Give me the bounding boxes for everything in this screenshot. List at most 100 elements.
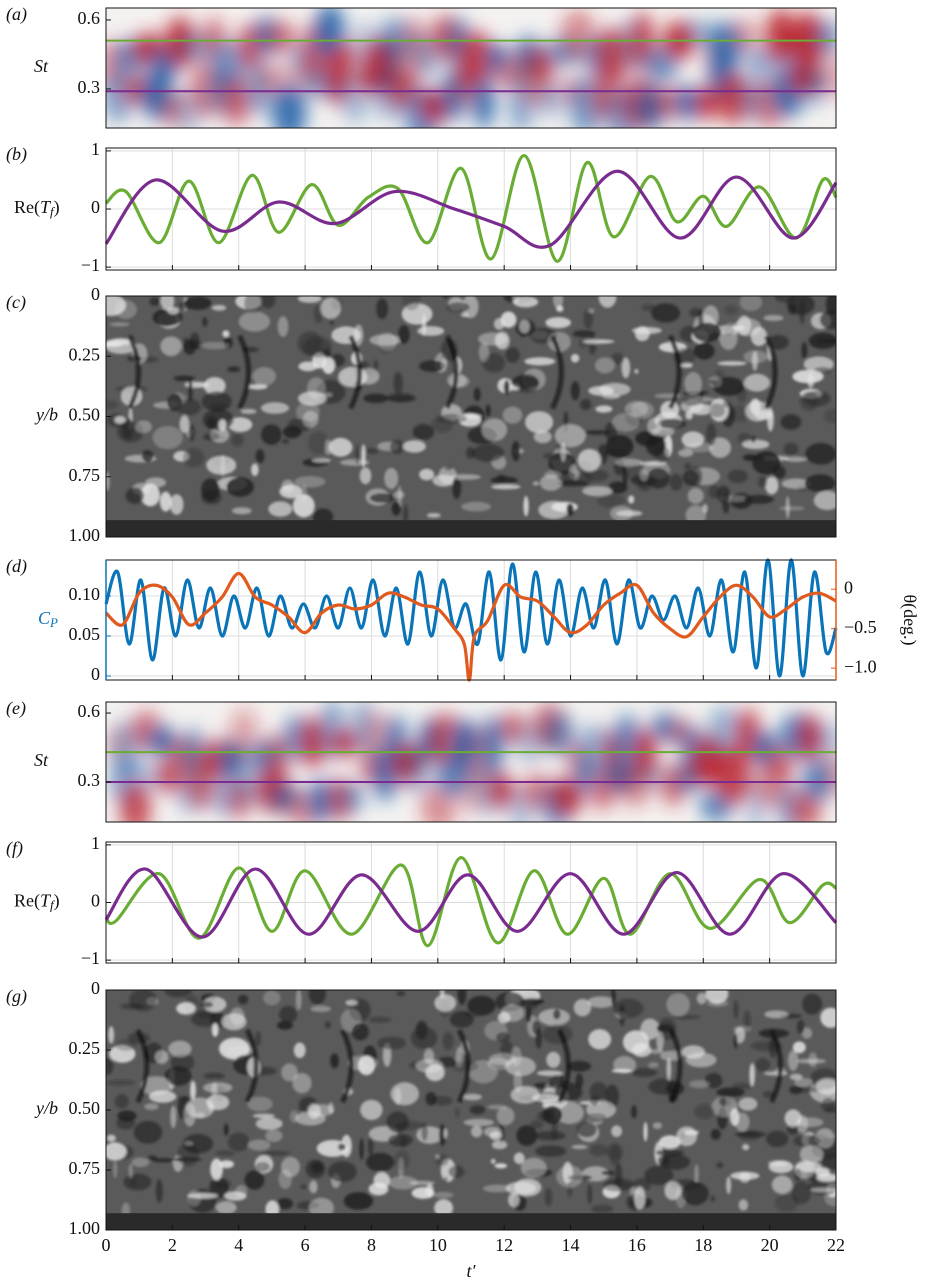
image-streak	[533, 1131, 566, 1141]
image-streak	[281, 438, 290, 444]
plot-area	[106, 702, 836, 822]
image-streak	[819, 310, 836, 330]
image-streak	[481, 418, 508, 442]
image-streak	[588, 385, 614, 396]
image-streak	[710, 1195, 716, 1202]
image-streak	[131, 1178, 136, 1186]
image-streak	[337, 1143, 346, 1151]
x-tick-label: 10	[429, 1235, 447, 1255]
image-floor	[106, 520, 836, 537]
image-streak	[613, 1056, 637, 1074]
image-streak	[743, 373, 771, 392]
image-streak	[785, 456, 807, 463]
image-streak	[203, 996, 227, 1013]
image-streak	[805, 442, 836, 465]
y-tick-label: 1.00	[69, 1218, 101, 1238]
y-axis-label-part: Re(	[14, 891, 40, 912]
image-streak	[598, 296, 617, 308]
image-streak	[692, 322, 722, 343]
image-streak	[684, 462, 692, 471]
image-streak	[412, 424, 435, 440]
image-streak	[184, 296, 212, 310]
image-streak	[184, 381, 210, 388]
y-tick-label: 0.10	[69, 584, 101, 604]
image-streak	[353, 324, 364, 346]
image-streak	[771, 1175, 793, 1194]
x-tick-label: 14	[562, 1235, 580, 1255]
heatmap-blob	[814, 19, 836, 55]
image-streak	[469, 1105, 486, 1115]
image-streak	[577, 448, 602, 472]
image-streak	[681, 431, 705, 448]
image-streak	[190, 1011, 222, 1027]
line-series	[104, 153, 838, 263]
image-streak	[802, 993, 823, 1015]
image-streak	[722, 400, 731, 408]
panel-label: (e)	[6, 698, 26, 719]
image-streak	[373, 359, 378, 372]
image-streak	[226, 477, 254, 497]
image-streak	[238, 311, 271, 332]
heatmap-blob	[805, 64, 826, 108]
image-shock	[444, 334, 459, 410]
image-streak	[187, 1189, 202, 1207]
x-tick-label: 0	[102, 1235, 111, 1255]
image-streak	[741, 439, 770, 450]
image-streak	[260, 402, 290, 414]
image-streak	[749, 1063, 755, 1087]
y-tick-label: 0	[91, 197, 100, 217]
y-axis-label: y/b	[34, 1098, 58, 1118]
image-streak	[595, 405, 613, 413]
image-streak	[820, 1007, 836, 1028]
image-streak	[472, 444, 505, 462]
image-streak	[294, 476, 326, 488]
image-streak	[560, 441, 567, 462]
image-streak	[276, 1198, 294, 1210]
image-streak	[393, 490, 405, 499]
image-streak	[608, 481, 628, 494]
heatmap-blob	[825, 52, 836, 101]
image-streak	[681, 362, 693, 368]
image-streak	[248, 383, 268, 390]
heatmap-blobs	[106, 8, 836, 128]
y-axis-label-part: f	[50, 897, 56, 912]
y-tick-label: 0.75	[69, 465, 101, 485]
image-shock	[667, 334, 682, 410]
image-shock	[244, 1028, 259, 1104]
image-streak	[311, 458, 331, 463]
heatmap-blob	[717, 72, 749, 125]
image-streak	[495, 1031, 510, 1043]
image-streak	[792, 1041, 806, 1054]
image-streak	[114, 1094, 129, 1109]
image-streak	[106, 1079, 136, 1086]
image-streak	[434, 994, 457, 1012]
image-streak	[605, 435, 634, 458]
image-streak	[676, 1126, 698, 1147]
y-tick-label: 0	[91, 891, 100, 911]
image-streak	[511, 441, 521, 462]
image-streak	[448, 1165, 465, 1178]
image-streak	[710, 1128, 721, 1140]
image-streak	[792, 1086, 823, 1093]
image-streak	[345, 999, 358, 1006]
image-streak	[460, 312, 469, 318]
image-streak	[684, 372, 703, 396]
image-streak	[485, 404, 491, 417]
image-streak	[656, 1031, 664, 1052]
image-streak	[411, 1187, 435, 1199]
image-streak	[775, 296, 796, 303]
image-streak	[398, 325, 410, 344]
image-streak	[685, 1052, 717, 1068]
x-tick-label: 6	[301, 1235, 310, 1255]
x-tick-label: 12	[495, 1235, 513, 1255]
image-streak	[660, 400, 680, 419]
image-streak	[421, 1122, 429, 1142]
image-streak	[358, 368, 380, 385]
image-streak	[681, 1181, 709, 1206]
image-streak	[490, 476, 518, 485]
heatmap-blob	[265, 732, 291, 778]
image-streak	[784, 1109, 802, 1128]
image-streak	[588, 1029, 612, 1050]
x-tick-label: 22	[827, 1235, 845, 1255]
image-streak	[532, 1020, 541, 1035]
